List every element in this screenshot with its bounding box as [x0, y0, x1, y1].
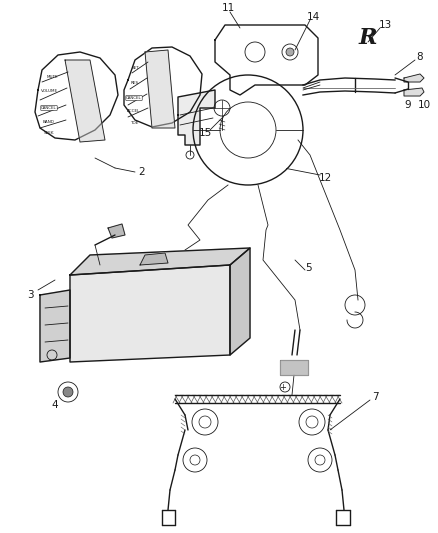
Text: MUTE: MUTE: [46, 75, 58, 79]
Text: CANCEL: CANCEL: [41, 106, 57, 110]
Polygon shape: [70, 248, 250, 275]
Text: 11: 11: [221, 3, 235, 13]
Text: 14: 14: [306, 12, 320, 22]
Text: 9: 9: [405, 100, 411, 110]
Text: VOLUME: VOLUME: [42, 89, 59, 93]
Polygon shape: [404, 88, 424, 96]
Polygon shape: [404, 74, 424, 82]
Text: 5: 5: [305, 263, 311, 273]
Text: 10: 10: [417, 100, 431, 110]
Text: 4: 4: [52, 400, 58, 410]
Text: 13: 13: [378, 20, 392, 30]
Text: 8: 8: [417, 52, 423, 62]
Text: CANCEL: CANCEL: [126, 96, 142, 100]
Polygon shape: [108, 224, 125, 238]
Text: 7: 7: [372, 392, 378, 402]
Polygon shape: [178, 90, 215, 145]
Text: TOE: TOE: [130, 121, 138, 125]
Circle shape: [63, 387, 73, 397]
Text: SET: SET: [132, 66, 140, 70]
Text: 15: 15: [198, 128, 212, 138]
Polygon shape: [145, 50, 175, 128]
Text: 2: 2: [139, 167, 145, 177]
Polygon shape: [230, 248, 250, 355]
Text: RES: RES: [131, 81, 139, 85]
Polygon shape: [70, 265, 230, 362]
Text: SEEK: SEEK: [44, 131, 54, 135]
Text: ACCEL: ACCEL: [127, 109, 141, 113]
Circle shape: [286, 48, 294, 56]
Polygon shape: [40, 290, 70, 362]
Text: R: R: [359, 27, 377, 49]
Text: BAND: BAND: [43, 120, 55, 124]
Polygon shape: [280, 360, 308, 375]
Polygon shape: [140, 253, 168, 265]
Text: 12: 12: [318, 173, 332, 183]
Text: +: +: [279, 383, 286, 392]
Polygon shape: [65, 60, 105, 142]
Text: 3: 3: [27, 290, 33, 300]
